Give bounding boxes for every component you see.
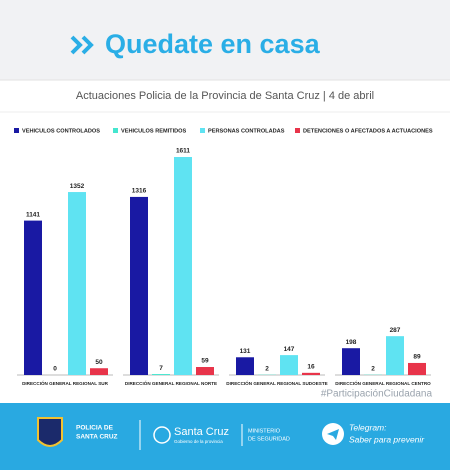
data-label: 287 <box>390 327 401 334</box>
legend-label: VEHICULOS CONTROLADOS <box>22 128 100 134</box>
ministry: DE SEGURIDAD <box>248 436 290 442</box>
bar <box>342 348 360 375</box>
legend-label: PERSONAS CONTROLADAS <box>208 128 285 134</box>
bar <box>236 357 254 375</box>
data-label: 59 <box>201 358 209 365</box>
province-sub: Gobierno de la provincia <box>174 439 223 444</box>
data-label: 1316 <box>132 188 147 195</box>
hashtag: #ParticipaciónCiudadana <box>321 389 433 400</box>
telegram-label: Telegram: <box>349 422 387 432</box>
legend-swatch <box>295 128 300 133</box>
data-label: 1611 <box>176 148 190 155</box>
bar <box>280 355 298 375</box>
x-tick-label: DIRECCIÓN GENERAL REGIONAL CENTRO <box>335 379 431 386</box>
data-label: 2 <box>371 365 375 372</box>
legend-label: VEHICULOS REMITIDOS <box>121 128 187 134</box>
bar <box>90 368 108 375</box>
data-label: 7 <box>159 365 163 372</box>
data-label: 2 <box>265 365 269 372</box>
data-label: 0 <box>53 366 57 373</box>
telegram-tagline: Saber para prevenir <box>349 434 425 444</box>
title: Quedate en casa <box>105 29 321 59</box>
police-name: SANTA CRUZ <box>76 434 118 441</box>
data-label: 131 <box>240 348 251 355</box>
subtitle: Actuaciones Policia de la Provincia de S… <box>76 90 374 102</box>
bar <box>196 367 214 375</box>
bar <box>302 373 320 375</box>
x-tick-label: DIRECCIÓN GENERAL REGIONAL SUDOESTE <box>226 379 327 386</box>
data-label: 50 <box>95 359 103 366</box>
bar <box>408 363 426 375</box>
ministry: MINISTERIO <box>248 428 281 434</box>
data-label: 1352 <box>70 183 85 190</box>
legend-swatch <box>14 128 19 133</box>
legend-swatch <box>200 128 205 133</box>
bar <box>174 157 192 375</box>
bar <box>68 192 86 375</box>
x-tick-label: DIRECCIÓN GENERAL REGIONAL NORTE <box>125 379 217 386</box>
bar <box>152 374 170 375</box>
data-label: 16 <box>307 364 315 371</box>
legend-swatch <box>113 128 118 133</box>
province-name: Santa Cruz <box>174 426 229 438</box>
bar <box>24 221 42 375</box>
police-name: POLICIA DE <box>76 425 114 432</box>
legend-label: DETENCIONES O AFECTADOS A ACTUACIONES <box>303 128 433 134</box>
bar <box>130 197 148 375</box>
x-tick-label: DIRECCIÓN GENERAL REGIONAL SUR <box>22 379 109 386</box>
data-label: 198 <box>346 339 357 346</box>
data-label: 89 <box>413 354 421 361</box>
data-label: 1141 <box>26 211 40 218</box>
bar <box>386 336 404 375</box>
police-badge <box>38 418 62 446</box>
data-label: 147 <box>284 346 295 353</box>
